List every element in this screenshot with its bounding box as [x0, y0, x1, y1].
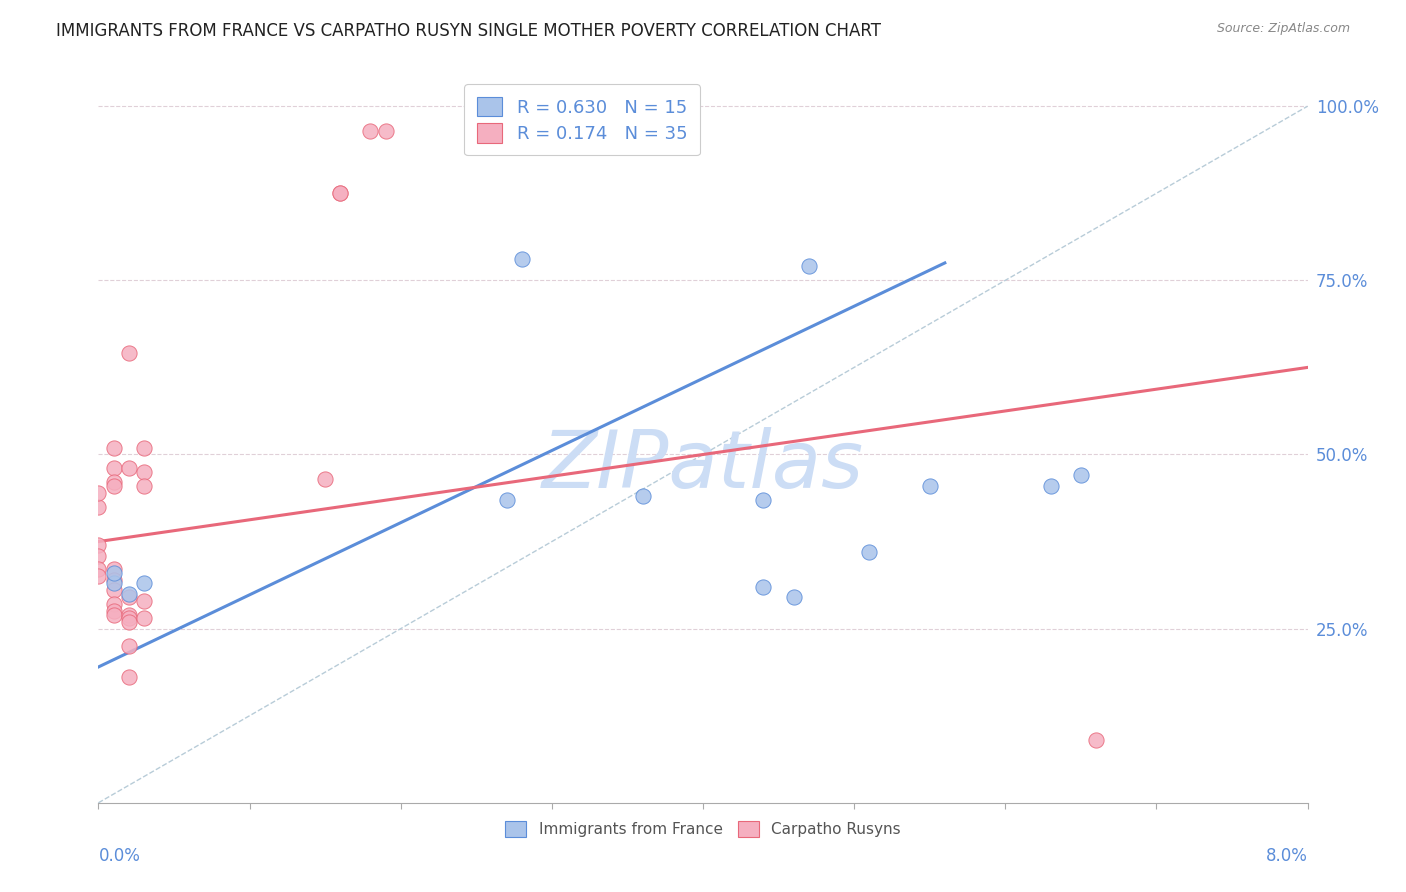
Point	[360, 123, 382, 137]
Point	[374, 123, 396, 137]
Point	[103, 475, 125, 490]
Point	[797, 260, 820, 274]
Text: ZIPatlas: ZIPatlas	[541, 427, 865, 506]
Point	[87, 538, 110, 552]
Point	[103, 479, 125, 493]
Point	[118, 611, 141, 625]
Point	[132, 465, 155, 479]
Text: 8.0%: 8.0%	[1265, 847, 1308, 864]
Text: Source: ZipAtlas.com: Source: ZipAtlas.com	[1216, 22, 1350, 36]
Point	[631, 489, 654, 503]
Point	[510, 252, 533, 267]
Point	[118, 346, 141, 360]
Point	[103, 597, 125, 611]
Point	[103, 573, 125, 587]
Point	[132, 479, 155, 493]
Point	[118, 587, 141, 601]
Point	[132, 576, 155, 591]
Point	[87, 500, 110, 514]
Point	[118, 615, 141, 629]
Point	[314, 472, 336, 486]
Point	[87, 569, 110, 583]
Point	[329, 186, 352, 201]
Point	[118, 591, 141, 605]
Point	[103, 461, 125, 475]
Point	[1070, 468, 1092, 483]
Point	[103, 576, 125, 591]
Point	[87, 562, 110, 576]
Point	[103, 583, 125, 598]
Point	[87, 485, 110, 500]
Point	[1085, 733, 1108, 747]
Point	[132, 441, 155, 455]
Point	[118, 461, 141, 475]
Point	[103, 607, 125, 622]
Point	[103, 566, 125, 580]
Point	[752, 580, 775, 594]
Point	[858, 545, 880, 559]
Point	[118, 670, 141, 684]
Legend: Immigrants from France, Carpatho Rusyns: Immigrants from France, Carpatho Rusyns	[496, 812, 910, 847]
Point	[132, 611, 155, 625]
Point	[103, 562, 125, 576]
Point	[118, 607, 141, 622]
Point	[495, 492, 517, 507]
Point	[329, 186, 352, 201]
Point	[918, 479, 941, 493]
Point	[752, 492, 775, 507]
Point	[783, 591, 806, 605]
Point	[1039, 479, 1062, 493]
Text: 0.0%: 0.0%	[98, 847, 141, 864]
Point	[103, 604, 125, 618]
Point	[87, 549, 110, 563]
Point	[118, 639, 141, 653]
Text: IMMIGRANTS FROM FRANCE VS CARPATHO RUSYN SINGLE MOTHER POVERTY CORRELATION CHART: IMMIGRANTS FROM FRANCE VS CARPATHO RUSYN…	[56, 22, 882, 40]
Point	[132, 594, 155, 608]
Point	[103, 441, 125, 455]
